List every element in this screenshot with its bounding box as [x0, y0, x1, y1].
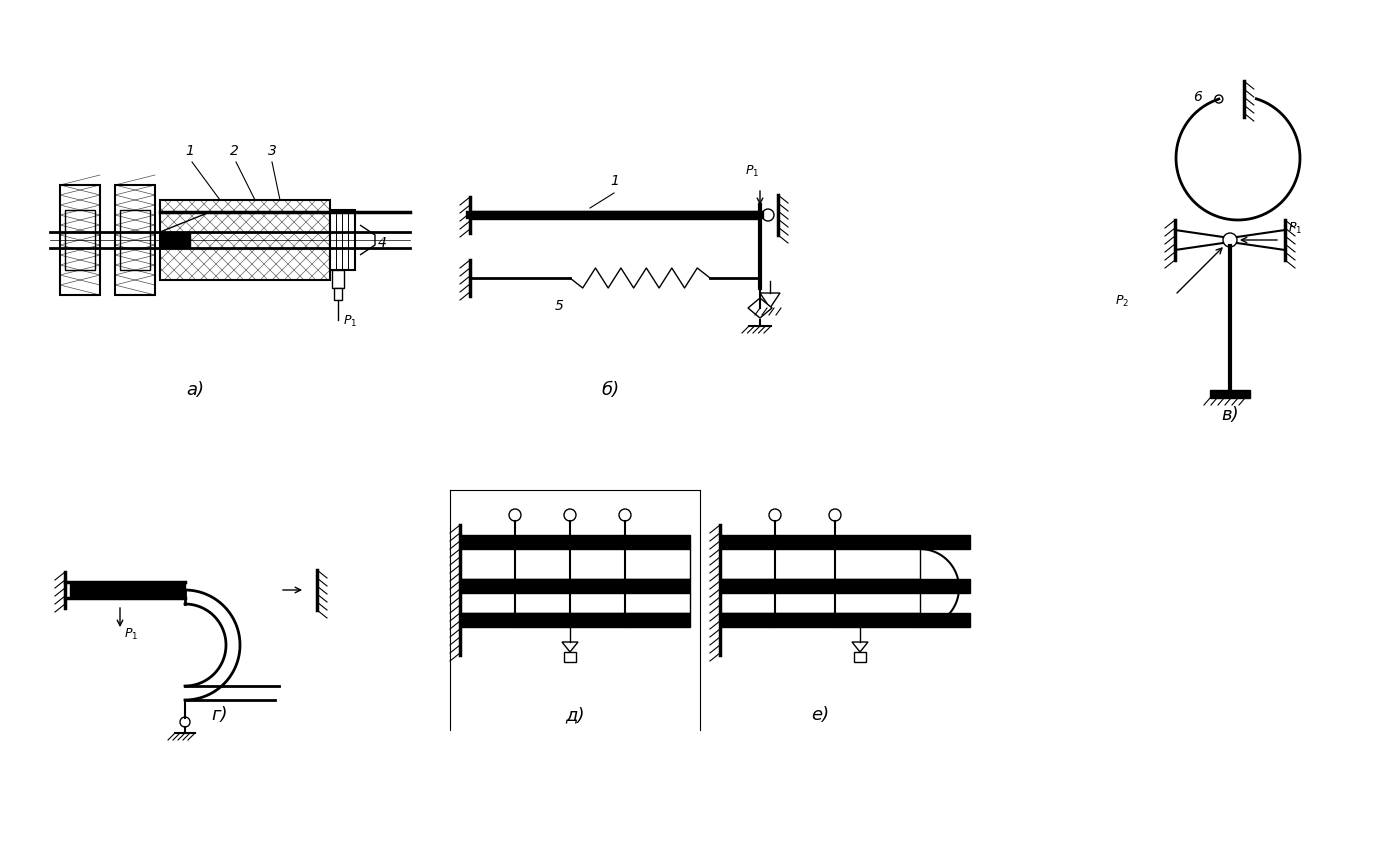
Bar [160, 200, 330, 280]
Text: $P_1$: $P_1$ [343, 314, 358, 329]
Bar [460, 535, 689, 549]
Text: 4: 4 [378, 236, 387, 250]
Circle shape [619, 509, 632, 521]
Circle shape [769, 509, 782, 521]
Bar [720, 579, 970, 593]
Text: в): в) [1221, 406, 1238, 424]
Bar [332, 270, 344, 288]
Circle shape [180, 717, 190, 727]
Circle shape [1215, 95, 1223, 103]
Bar [720, 549, 921, 579]
Bar [720, 535, 970, 549]
Text: е): е) [810, 706, 830, 724]
Bar [460, 613, 689, 627]
Text: $P_1$: $P_1$ [744, 164, 760, 179]
Bar [116, 185, 155, 295]
Circle shape [828, 509, 841, 521]
Circle shape [564, 509, 577, 521]
Text: $P_2$: $P_2$ [1115, 294, 1130, 310]
Text: 6: 6 [1193, 90, 1201, 104]
Bar [564, 652, 577, 662]
Polygon shape [760, 293, 780, 308]
Bar [65, 210, 95, 270]
Bar [720, 613, 970, 627]
Bar [334, 288, 343, 300]
Bar [330, 210, 355, 270]
Bar [720, 593, 921, 613]
Polygon shape [561, 642, 578, 652]
Text: 2: 2 [230, 144, 239, 158]
Text: 5: 5 [555, 299, 564, 313]
Text: а): а) [186, 381, 204, 399]
Circle shape [762, 209, 773, 221]
Text: $P_1$: $P_1$ [1288, 221, 1302, 236]
Bar [854, 652, 866, 662]
Bar [460, 579, 689, 593]
Bar [1210, 390, 1249, 398]
Bar [120, 210, 150, 270]
Circle shape [509, 509, 522, 521]
Polygon shape [852, 642, 868, 652]
Bar [61, 185, 100, 295]
Text: $P_1$: $P_1$ [124, 627, 138, 642]
Circle shape [1223, 233, 1237, 247]
Text: 1: 1 [610, 174, 619, 188]
Text: г): г) [212, 706, 228, 724]
Polygon shape [749, 298, 772, 318]
Bar [460, 549, 689, 579]
Bar [460, 593, 689, 613]
Text: б): б) [601, 381, 619, 399]
Text: д): д) [566, 706, 585, 724]
Text: 1: 1 [184, 144, 194, 158]
Text: 3: 3 [268, 144, 277, 158]
